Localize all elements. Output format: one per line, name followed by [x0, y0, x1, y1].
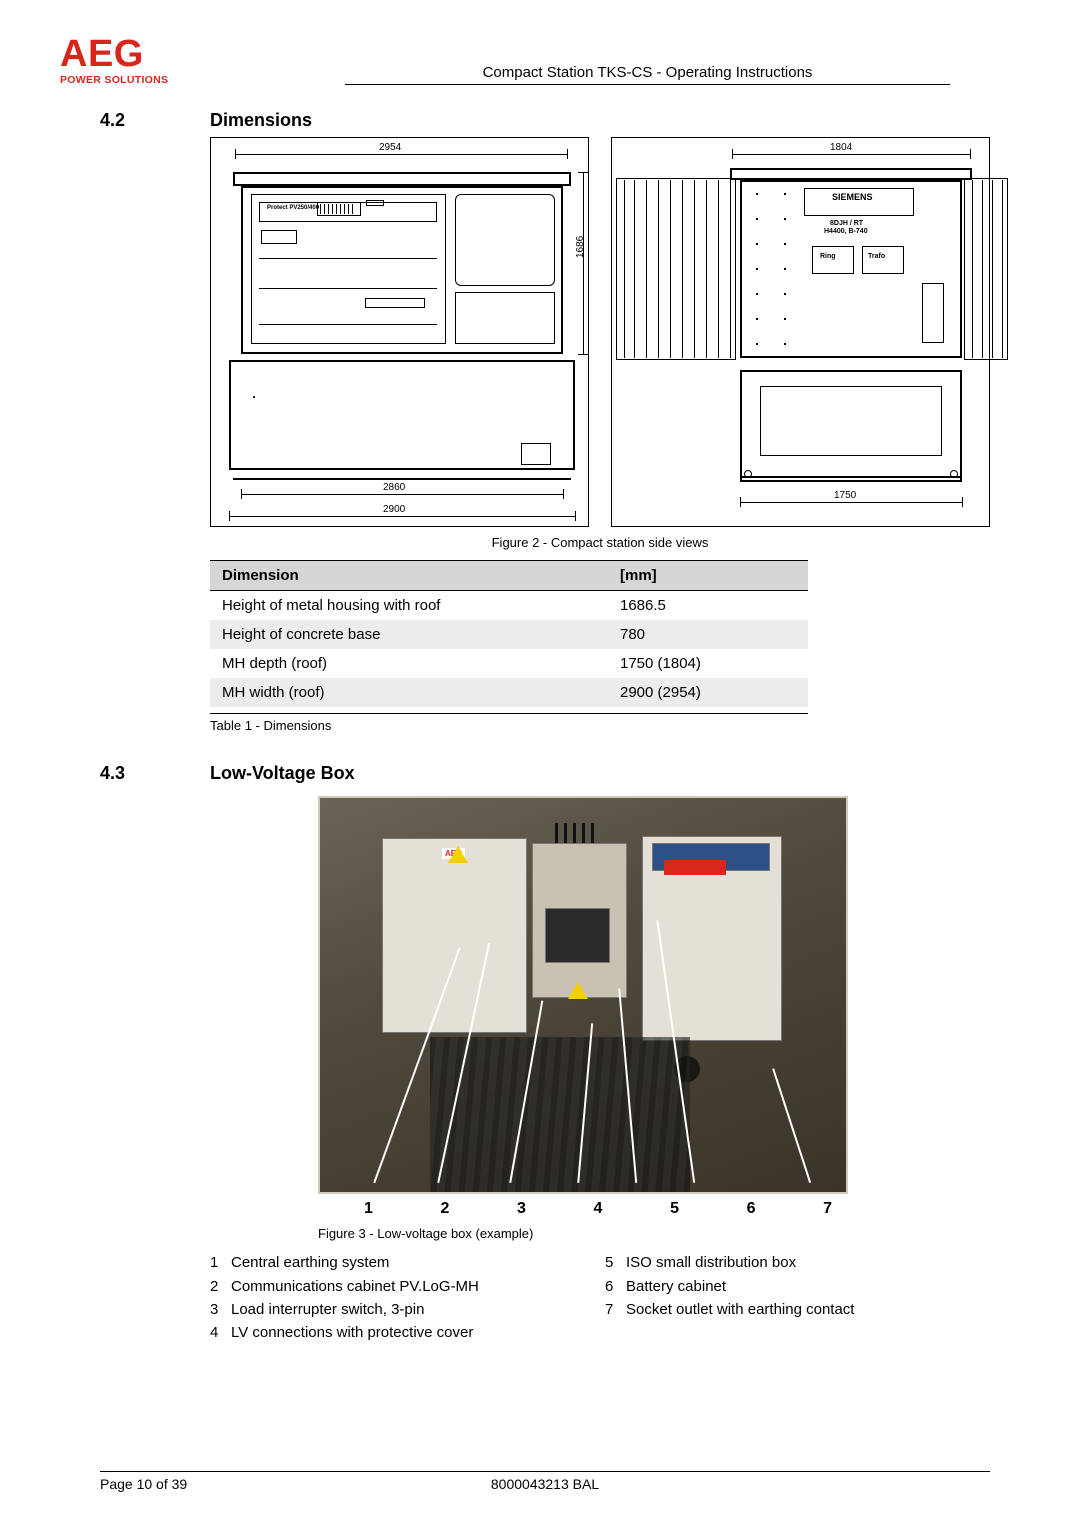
- dim-br: 1750: [834, 490, 856, 501]
- cell-dim: MH depth (roof): [210, 649, 608, 678]
- figure-2-block: 2954 Protect PV250/400: [210, 137, 990, 733]
- dim-top-r: 1804: [830, 142, 852, 153]
- figure-3-block: AEG 1 2 3 4 5 6 7: [318, 796, 990, 1241]
- legend-item: 5ISO small distribution box: [605, 1251, 855, 1274]
- callout-3: 3: [517, 1200, 526, 1218]
- trafo-label: Trafo: [868, 253, 885, 260]
- dim-height: 1686: [575, 236, 586, 258]
- drawing-side-view: 1804: [611, 137, 990, 527]
- logo-text: AEG: [60, 38, 170, 71]
- callout-6: 6: [747, 1200, 756, 1218]
- dim-b1: 2860: [383, 482, 405, 493]
- callout-4: 4: [594, 1200, 603, 1218]
- photo-callout-numbers: 1 2 3 4 5 6 7: [318, 1194, 848, 1218]
- legend-left-column: 1Central earthing system 2Communications…: [210, 1251, 605, 1344]
- brand-logo: AEG POWER SOLUTIONS: [60, 38, 170, 86]
- cell-mm: 1686.5: [608, 591, 808, 621]
- section-4-2-heading: 4.2 Dimensions: [100, 110, 990, 131]
- footer-docid: 8000043213 BAL: [491, 1476, 599, 1492]
- ring-label: Ring: [820, 253, 836, 260]
- cell-dim: MH width (roof): [210, 678, 608, 707]
- drawing-front-view: 2954 Protect PV250/400: [210, 137, 589, 527]
- section-4-3-heading: 4.3 Low-Voltage Box: [100, 763, 990, 784]
- figure-3-caption: Figure 3 - Low-voltage box (example): [318, 1226, 990, 1241]
- cell-mm: 1750 (1804): [608, 649, 808, 678]
- callout-1: 1: [364, 1200, 373, 1218]
- document-title: Compact Station TKS-CS - Operating Instr…: [345, 64, 950, 85]
- cell-mm: 780: [608, 620, 808, 649]
- col-dimension: Dimension: [210, 561, 608, 591]
- table-row: MH width (roof) 2900 (2954): [210, 678, 808, 707]
- page-footer: Page 10 of 39 8000043213 BAL: [100, 1471, 990, 1492]
- legend-item: 7Socket outlet with earthing contact: [605, 1298, 855, 1321]
- siemens-label: SIEMENS: [832, 192, 873, 202]
- figure-3-legend: 1Central earthing system 2Communications…: [210, 1251, 990, 1344]
- dim-b2: 2900: [383, 504, 405, 515]
- page-content: 4.2 Dimensions 2954 Protect PV250/400: [100, 110, 990, 1344]
- legend-item: 4LV connections with protective cover: [210, 1321, 605, 1344]
- callout-7: 7: [823, 1200, 832, 1218]
- footer-page: Page 10 of 39: [100, 1476, 187, 1492]
- cell-dim: Height of metal housing with roof: [210, 591, 608, 621]
- page-header: AEG POWER SOLUTIONS Compact Station TKS-…: [60, 38, 990, 86]
- model2: H4400, B-740: [824, 228, 868, 235]
- dimensions-table: Dimension [mm] Height of metal housing w…: [210, 560, 808, 707]
- section-number: 4.3: [100, 763, 210, 784]
- header-title-wrap: Compact Station TKS-CS - Operating Instr…: [210, 38, 990, 85]
- legend-item: 6Battery cabinet: [605, 1275, 855, 1298]
- figure-2-caption: Figure 2 - Compact station side views: [210, 535, 990, 550]
- callout-5: 5: [670, 1200, 679, 1218]
- model1: 8DJH / RT: [830, 220, 863, 227]
- cell-dim: Height of concrete base: [210, 620, 608, 649]
- callout-2: 2: [441, 1200, 450, 1218]
- legend-item: 2Communications cabinet PV.LoG-MH: [210, 1275, 605, 1298]
- cell-mm: 2900 (2954): [608, 678, 808, 707]
- legend-right-column: 5ISO small distribution box 6Battery cab…: [605, 1251, 855, 1344]
- legend-item: 1Central earthing system: [210, 1251, 605, 1274]
- logo-subtext: POWER SOLUTIONS: [60, 74, 170, 86]
- table-1-caption: Table 1 - Dimensions: [210, 713, 808, 733]
- table-row: Height of concrete base 780: [210, 620, 808, 649]
- table-row: Height of metal housing with roof 1686.5: [210, 591, 808, 621]
- legend-item: 3Load interrupter switch, 3-pin: [210, 1298, 605, 1321]
- technical-drawings: 2954 Protect PV250/400: [210, 137, 990, 527]
- section-title: Low-Voltage Box: [210, 763, 355, 784]
- section-title: Dimensions: [210, 110, 312, 131]
- dim-top: 2954: [379, 142, 401, 153]
- section-number: 4.2: [100, 110, 210, 131]
- low-voltage-box-photo: AEG: [318, 796, 848, 1194]
- col-mm: [mm]: [608, 561, 808, 591]
- table-row: MH depth (roof) 1750 (1804): [210, 649, 808, 678]
